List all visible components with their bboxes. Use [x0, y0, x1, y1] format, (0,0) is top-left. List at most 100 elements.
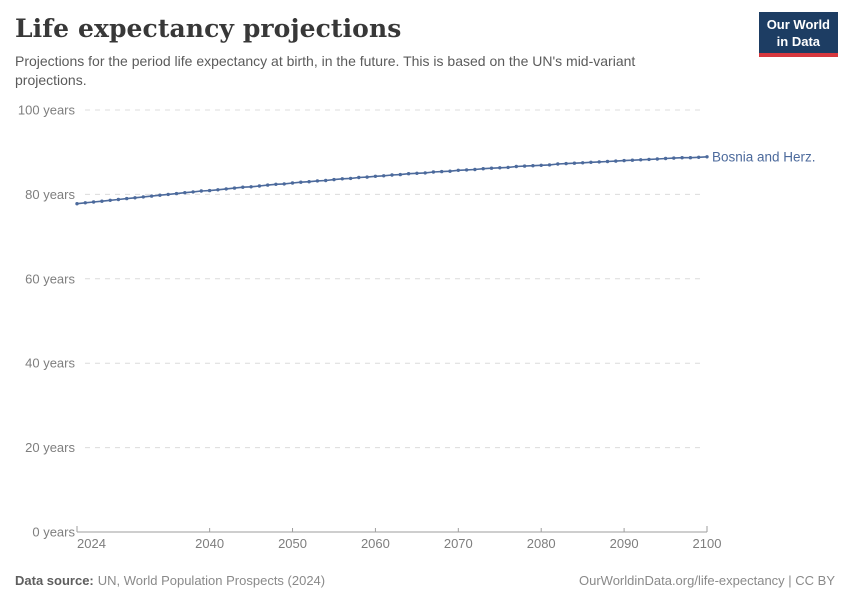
data-point: [365, 175, 369, 179]
x-tick-label: 2080: [527, 536, 556, 551]
data-source-text: UN, World Population Prospects (2024): [97, 573, 326, 588]
data-point: [415, 171, 419, 175]
data-point: [282, 182, 286, 186]
data-point: [448, 169, 452, 173]
gridlines: [85, 109, 705, 449]
data-point: [647, 157, 651, 162]
data-point: [108, 198, 112, 202]
data-point: [539, 163, 543, 167]
x-tick-label: 2070: [444, 536, 473, 551]
x-axis: 2024 2040 2050 2060 2070 2080 2090 2100: [76, 526, 722, 551]
data-point: [514, 164, 518, 169]
y-tick-label: 20 years: [25, 440, 75, 455]
x-tick-label: 2040: [195, 536, 224, 551]
data-point: [522, 164, 527, 168]
data-point: [307, 180, 311, 184]
data-point: [133, 196, 137, 200]
data-point: [697, 155, 701, 159]
data-point: [423, 171, 427, 175]
owid-logo-line1: Our World: [766, 17, 830, 32]
data-point: [315, 179, 320, 183]
footer-link[interactable]: OurWorldinData.org/life-expectancy | CC …: [578, 573, 835, 588]
data-point: [158, 193, 162, 197]
series-entity-label[interactable]: Bosnia and Herz.: [712, 149, 816, 164]
data-point: [100, 199, 104, 203]
x-tick-label: 2060: [361, 536, 390, 551]
data-point: [498, 166, 502, 170]
data-point: [431, 170, 436, 174]
data-point: [663, 156, 668, 161]
data-point: [605, 159, 610, 164]
y-tick-label: 0 years: [32, 525, 75, 540]
chart-footer: Data source: UN, World Population Prospec…: [15, 573, 835, 588]
data-point: [207, 188, 212, 193]
data-point: [183, 191, 187, 195]
data-point: [116, 197, 121, 202]
data-source: Data source: UN, World Population Prospec…: [15, 573, 325, 588]
series-line: [76, 156, 708, 205]
y-tick-label: 40 years: [25, 356, 75, 371]
x-tick-label: 2050: [278, 536, 307, 551]
data-point: [489, 166, 494, 170]
data-point: [324, 178, 328, 183]
x-tick-label: 2090: [610, 536, 639, 551]
data-point: [464, 168, 469, 172]
data-point: [456, 168, 460, 172]
data-point: [332, 177, 336, 182]
data-point: [83, 201, 88, 205]
page-title: Life expectancy projections: [15, 14, 402, 43]
data-point: [125, 196, 129, 201]
data-point: [299, 180, 303, 184]
data-point: [655, 157, 659, 161]
y-axis-labels: 0 years 20 years 40 years 60 years 80 years 1…: [18, 103, 76, 540]
data-point: [224, 187, 228, 191]
data-source-label: Data source:: [15, 573, 94, 588]
data-point: [630, 158, 635, 162]
data-point: [257, 184, 262, 188]
y-tick-label: 100 years: [18, 103, 76, 118]
data-point: [166, 192, 170, 197]
data-point: [398, 172, 402, 177]
data-point: [639, 158, 643, 162]
owid-logo-line2: in Data: [776, 33, 821, 49]
data-point: [174, 191, 179, 196]
data-point: [348, 176, 353, 181]
data-point: [406, 172, 411, 176]
data-point: [216, 188, 220, 192]
data-point: [149, 194, 154, 198]
data-point: [357, 175, 361, 180]
data-point: [556, 162, 560, 166]
data-point: [680, 156, 684, 160]
data-point: [191, 190, 195, 194]
data-point: [547, 163, 552, 167]
data-point: [91, 200, 96, 204]
data-point: [705, 155, 709, 159]
y-tick-label: 80 years: [25, 187, 75, 202]
data-point: [506, 165, 510, 170]
x-tick-label: 2024: [77, 536, 106, 551]
y-tick-label: 60 years: [25, 271, 75, 286]
data-point: [589, 160, 593, 164]
data-point: [572, 161, 577, 165]
data-point: [249, 185, 253, 189]
data-point: [141, 195, 145, 199]
data-point: [481, 167, 485, 171]
series-bosnia-and-herz[interactable]: [75, 155, 709, 206]
data-point: [232, 186, 237, 190]
line-chart[interactable]: 0 years 20 years 40 years 60 years 80 years 1…: [0, 0, 850, 560]
data-point: [390, 173, 394, 177]
data-point: [622, 158, 626, 163]
owid-logo[interactable]: Our World in Data: [758, 12, 838, 58]
chart-subtitle: Projections for the period life expectan…: [15, 53, 636, 89]
data-point: [581, 161, 585, 165]
data-point: [672, 156, 676, 160]
chart-header: Life expectancy projections Projections …: [15, 14, 687, 91]
data-point: [340, 177, 344, 181]
data-point: [597, 160, 601, 164]
data-point: [274, 182, 278, 186]
data-point: [688, 156, 693, 160]
data-point: [382, 174, 386, 178]
data-point: [531, 164, 535, 168]
x-tick-label: 2100: [693, 536, 722, 551]
data-point: [440, 169, 444, 174]
